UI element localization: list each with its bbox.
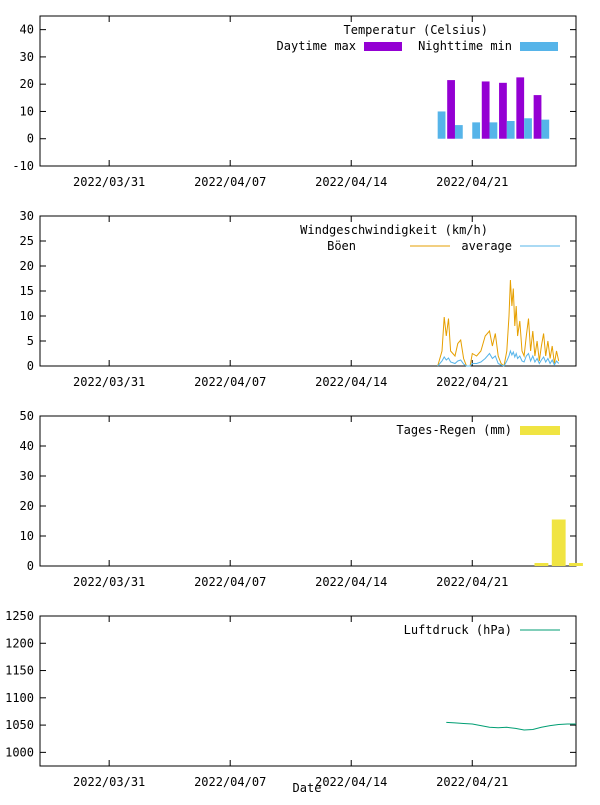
chart-2-legend-label: average: [461, 239, 512, 253]
chart-1-y-tick-label: 30: [20, 50, 34, 64]
chart-3-x-tick-label: 2022/03/31: [73, 575, 145, 589]
chart-2-line-b-en: [437, 279, 560, 367]
chart-3-legend-label: Tages-Regen (mm): [396, 423, 512, 437]
chart-3-x-tick-label: 2022/04/07: [194, 575, 266, 589]
chart-4-x-tick-label: 2022/03/31: [73, 775, 145, 789]
chart-4-x-tick-label: 2022/04/21: [436, 775, 508, 789]
chart-3-legend-swatch: [520, 426, 560, 435]
chart-1-bar-nighttime-min: [437, 111, 446, 139]
chart-1-legend-title: Temperatur (Celsius): [344, 23, 489, 37]
x-axis-label: Date: [293, 781, 322, 795]
chart-2-x-tick-label: 2022/04/07: [194, 375, 266, 389]
chart-3-y-tick-label: 10: [20, 529, 34, 543]
chart-1-bar-nighttime-min: [489, 122, 498, 139]
chart-3-x-tick-label: 2022/04/14: [315, 575, 387, 589]
chart-4-y-tick-label: 1250: [5, 609, 34, 623]
chart-4-y-tick-label: 1150: [5, 664, 34, 678]
chart-1-x-tick-label: 2022/03/31: [73, 175, 145, 189]
chart-2-y-tick-label: 5: [27, 334, 34, 348]
chart-3-bar-tages-regen-mm-: [551, 519, 566, 566]
chart-1-y-tick-label: 40: [20, 23, 34, 37]
chart-2-y-tick-label: 20: [20, 259, 34, 273]
chart-4-line-luftdruck-hpa-: [446, 721, 576, 731]
chart-2-legend-label: Böen: [327, 239, 356, 253]
chart-1-legend-swatch: [520, 42, 558, 51]
chart-1-y-tick-label: 0: [27, 132, 34, 146]
chart-2-y-tick-label: 10: [20, 309, 34, 323]
chart-4-legend-label: Luftdruck (hPa): [404, 623, 512, 637]
chart-2-x-tick-label: 2022/03/31: [73, 375, 145, 389]
chart-4-y-tick-label: 1200: [5, 636, 34, 650]
chart-2-y-tick-label: 0: [27, 359, 34, 373]
chart-1-bar-daytime-max: [481, 81, 490, 139]
chart-3-x-tick-label: 2022/04/21: [436, 575, 508, 589]
chart-2-y-tick-label: 15: [20, 284, 34, 298]
chart-3-bar-tages-regen-mm-: [534, 563, 549, 566]
chart-4-y-tick-label: 1000: [5, 745, 34, 759]
chart-1-y-tick-label: 10: [20, 104, 34, 118]
chart-1-bar-daytime-max: [499, 82, 507, 139]
chart-1-legend-swatch: [364, 42, 402, 51]
chart-1-bar-daytime-max: [533, 95, 542, 139]
chart-3-y-tick-label: 50: [20, 409, 34, 423]
chart-3-frame: [39, 415, 577, 567]
chart-3-y-tick-label: 0: [27, 559, 34, 573]
chart-2-x-tick-label: 2022/04/14: [315, 375, 387, 389]
chart-3-y-tick-label: 20: [20, 499, 34, 513]
chart-3-y-tick-label: 40: [20, 439, 34, 453]
chart-4-frame: [39, 615, 577, 767]
chart-1-x-tick-label: 2022/04/21: [436, 175, 508, 189]
chart-1-bar-nighttime-min: [541, 119, 550, 139]
chart-1-x-tick-label: 2022/04/14: [315, 175, 387, 189]
chart-1-bar-nighttime-min: [472, 122, 481, 139]
chart-1-frame: [39, 15, 577, 167]
chart-1-y-tick-label: 20: [20, 77, 34, 91]
chart-1-bar-daytime-max: [516, 77, 525, 139]
chart-1-legend-label: Daytime max: [277, 39, 356, 53]
chart-1-legend-label: Nighttime min: [418, 39, 512, 53]
chart-1-y-tick-label: -10: [12, 159, 34, 173]
chart-1-bar-daytime-max: [447, 80, 455, 139]
chart-2-legend-title: Windgeschwindigkeit (km/h): [300, 223, 488, 237]
chart-4-x-tick-label: 2022/04/07: [194, 775, 266, 789]
chart-3-y-tick-label: 30: [20, 469, 34, 483]
chart-1-bar-nighttime-min: [524, 118, 532, 139]
chart-1-bar-nighttime-min: [454, 125, 463, 139]
chart-2-x-tick-label: 2022/04/21: [436, 375, 508, 389]
chart-1-bar-nighttime-min: [506, 121, 515, 139]
chart-4-x-tick-label: 2022/04/14: [315, 775, 387, 789]
chart-4-y-tick-label: 1050: [5, 718, 34, 732]
chart-2-y-tick-label: 30: [20, 209, 34, 223]
chart-1-x-tick-label: 2022/04/07: [194, 175, 266, 189]
chart-2-y-tick-label: 25: [20, 234, 34, 248]
chart-2-line-average: [437, 349, 560, 367]
chart-4-y-tick-label: 1100: [5, 691, 34, 705]
chart-3-bar-tages-regen-mm-: [569, 563, 583, 566]
